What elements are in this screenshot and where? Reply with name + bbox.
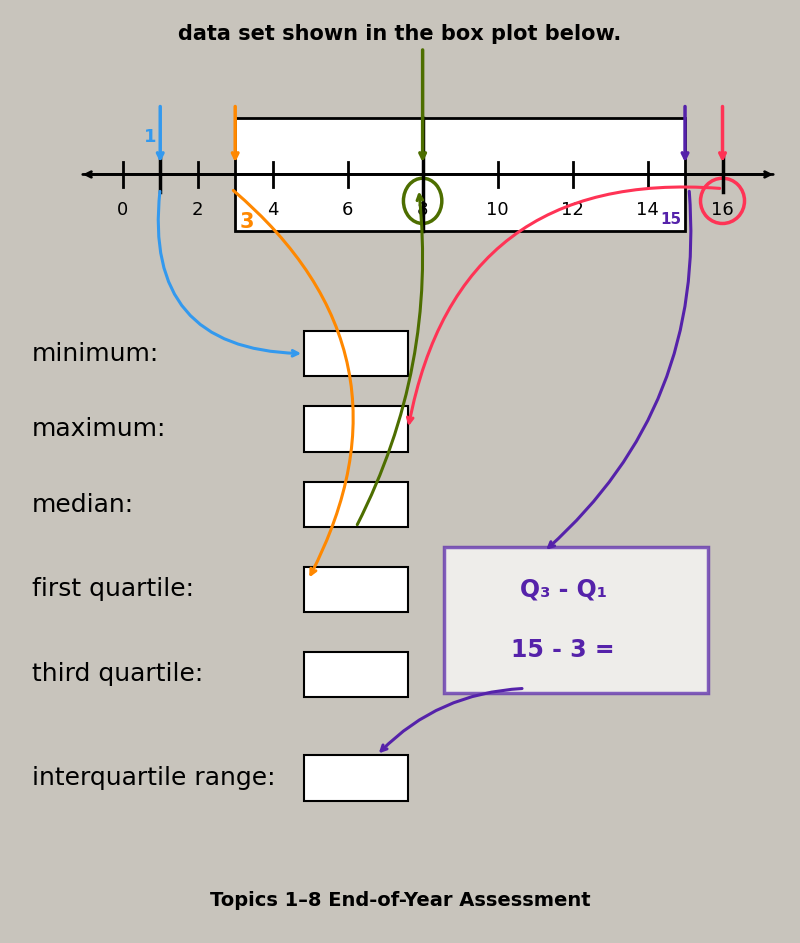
- Text: Topics 1–8 End-of-Year Assessment: Topics 1–8 End-of-Year Assessment: [210, 891, 590, 910]
- Text: 15 - 3 =: 15 - 3 =: [511, 638, 615, 662]
- Bar: [304, 755, 408, 801]
- Text: 2: 2: [192, 201, 203, 219]
- Text: 16: 16: [711, 201, 734, 219]
- Text: 8: 8: [417, 201, 428, 219]
- Bar: [304, 652, 408, 697]
- Text: 4: 4: [267, 201, 278, 219]
- FancyBboxPatch shape: [444, 547, 708, 693]
- Text: third quartile:: third quartile:: [32, 662, 203, 687]
- Text: 10: 10: [486, 201, 509, 219]
- Text: Q₃ - Q₁: Q₃ - Q₁: [520, 578, 606, 602]
- Text: median:: median:: [32, 492, 134, 517]
- Text: data set shown in the box plot below.: data set shown in the box plot below.: [178, 24, 622, 43]
- Text: 1: 1: [144, 127, 156, 146]
- Bar: [304, 482, 408, 527]
- Text: 0: 0: [117, 201, 128, 219]
- Text: 12: 12: [561, 201, 584, 219]
- Text: minimum:: minimum:: [32, 341, 159, 366]
- Bar: [304, 331, 408, 376]
- Text: interquartile range:: interquartile range:: [32, 766, 275, 790]
- Text: 6: 6: [342, 201, 354, 219]
- Bar: [304, 406, 408, 452]
- Text: 15: 15: [660, 212, 681, 227]
- Text: 3: 3: [239, 212, 254, 232]
- Bar: [235, 118, 685, 231]
- Text: 14: 14: [636, 201, 659, 219]
- Text: maximum:: maximum:: [32, 417, 166, 441]
- Text: first quartile:: first quartile:: [32, 577, 194, 602]
- Bar: [304, 567, 408, 612]
